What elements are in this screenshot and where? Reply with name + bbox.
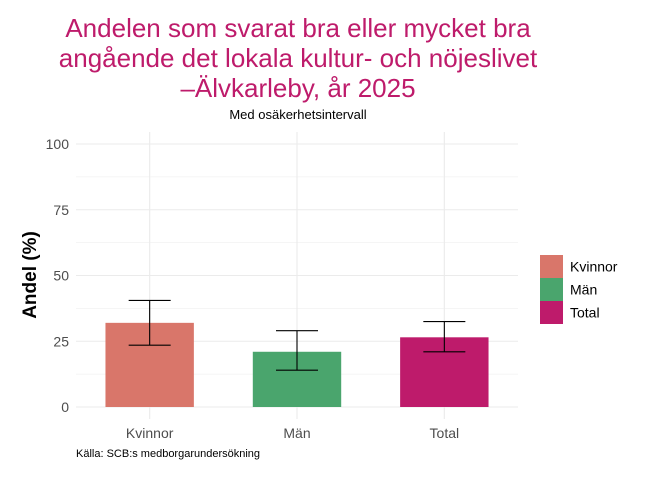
legend-key bbox=[540, 278, 563, 301]
legend-label: Kvinnor bbox=[570, 259, 618, 275]
y-tick-label: 100 bbox=[46, 136, 70, 152]
x-tick-label: Män bbox=[283, 425, 310, 441]
y-axis-ticks: 0 25 50 75 100 bbox=[46, 136, 70, 415]
legend-label: Total bbox=[570, 305, 600, 321]
chart-title-line-1: Andelen som svarat bra eller mycket bra bbox=[65, 13, 531, 43]
x-axis-ticks: Kvinnor Män Total bbox=[126, 425, 459, 441]
chart-subtitle: Med osäkerhetsintervall bbox=[229, 107, 366, 122]
y-tick-label: 50 bbox=[53, 268, 69, 284]
chart-title-line-3: –Älvkarleby, år 2025 bbox=[180, 73, 415, 103]
legend-key bbox=[540, 255, 563, 278]
y-tick-label: 0 bbox=[61, 399, 69, 415]
legend: Kvinnor Män Total bbox=[540, 255, 618, 324]
chart-caption: Källa: SCB:s medborgarundersökning bbox=[76, 448, 260, 460]
legend-key bbox=[540, 301, 563, 324]
y-axis-label: Andel (%) bbox=[20, 231, 41, 319]
error-bars bbox=[128, 299, 466, 371]
x-tick-label: Kvinnor bbox=[126, 425, 174, 441]
x-tick-label: Total bbox=[430, 425, 460, 441]
y-tick-label: 75 bbox=[53, 202, 69, 218]
chart-title-line-2: angående det lokala kultur- och nöjesliv… bbox=[59, 43, 538, 73]
y-tick-label: 25 bbox=[53, 333, 69, 349]
legend-label: Män bbox=[570, 282, 597, 298]
